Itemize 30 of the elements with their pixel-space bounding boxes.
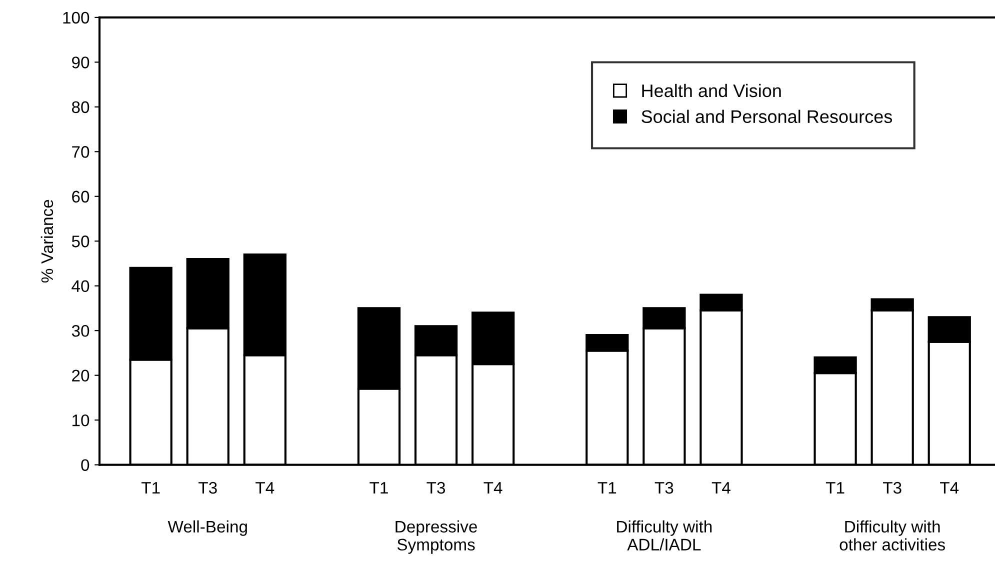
y-tick-label: 40 [72,280,90,292]
x-tick-label: T3 [654,482,674,494]
text: Difficulty with ADL/IADL [617,520,712,551]
text: Well-Being [168,520,247,536]
y-axis-title: % Variance [40,200,54,283]
y-tick-label: 0 [81,459,90,472]
y-tick-label: 60 [72,190,90,203]
x-tick-label: T1 [598,482,616,494]
x-tick-label: T4 [712,482,730,494]
x-tick-label: T4 [940,482,959,494]
x-tick-label: T3 [882,482,902,494]
y-tick-label: 100 [63,12,90,24]
x-tick-label: T1 [370,482,388,494]
x-tick-label: T3 [426,482,446,494]
legend-label: Social and Personal Resources [642,110,892,124]
y-tick-label: 90 [72,56,90,68]
x-tick-label: T1 [826,482,844,494]
text: Depressive Symptoms [396,520,477,554]
legend-label: Health and Vision [642,84,781,98]
y-tick-label: 10 [72,414,90,426]
y-tick-label: 30 [72,324,90,337]
text: Difficulty with other activities [840,520,945,551]
x-tick-label: T3 [198,482,217,494]
y-tick-label: 50 [72,236,90,248]
y-tick-label: 20 [72,370,90,382]
y-tick-label: 70 [72,146,90,158]
x-tick-label: T4 [256,482,274,494]
x-tick-label: T1 [141,482,160,494]
y-tick-label: 80 [72,101,90,114]
x-tick-label: T4 [484,482,502,494]
